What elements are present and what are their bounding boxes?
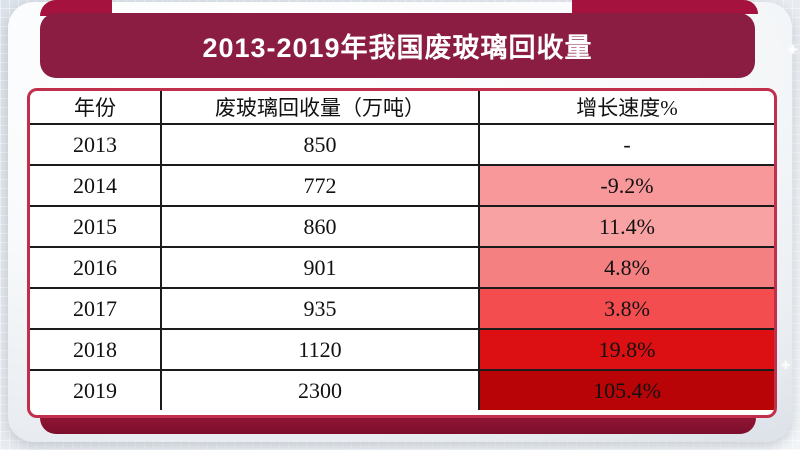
cell-volume: 850 xyxy=(160,123,480,166)
sparkle-icon: + xyxy=(781,357,791,374)
table-row: 2016 901 4.8% xyxy=(30,246,774,289)
table-row: 2019 2300 105.4% xyxy=(30,369,774,410)
cell-volume: 860 xyxy=(160,205,480,248)
page-title: 2013-2019年我国废玻璃回收量 xyxy=(202,33,593,63)
table-row: 2018 1120 19.8% xyxy=(30,328,774,371)
title-banner: 2013-2019年我国废玻璃回收量 xyxy=(40,13,755,78)
cell-growth: 105.4% xyxy=(478,369,774,410)
cell-volume: 2300 xyxy=(160,369,480,410)
cell-year: 2018 xyxy=(30,328,162,371)
col-header-volume: 废玻璃回收量（万吨） xyxy=(160,91,480,125)
cell-growth: 3.8% xyxy=(478,287,774,330)
cell-year: 2014 xyxy=(30,164,162,207)
cell-volume: 1120 xyxy=(160,328,480,371)
cell-growth: 4.8% xyxy=(478,246,774,289)
cell-year: 2015 xyxy=(30,205,162,248)
cell-year: 2016 xyxy=(30,246,162,289)
cell-volume: 935 xyxy=(160,287,480,330)
header-row: 年份 废玻璃回收量（万吨） 增长速度% xyxy=(30,91,774,125)
table-row: 2017 935 3.8% xyxy=(30,287,774,330)
data-table: 年份 废玻璃回收量（万吨） 增长速度% 2013 850 - 2014 772 … xyxy=(27,88,777,418)
cell-volume: 772 xyxy=(160,164,480,207)
cell-volume: 901 xyxy=(160,246,480,289)
banner-ribbon-left xyxy=(40,0,112,16)
cell-growth: 11.4% xyxy=(478,205,774,248)
col-header-year: 年份 xyxy=(30,91,162,125)
col-header-growth: 增长速度% xyxy=(478,91,774,125)
table-row: 2013 850 - xyxy=(30,123,774,166)
cell-year: 2017 xyxy=(30,287,162,330)
cell-growth: - xyxy=(478,123,774,166)
cell-year: 2013 xyxy=(30,123,162,166)
cell-year: 2019 xyxy=(30,369,162,410)
table-row: 2015 860 11.4% xyxy=(30,205,774,248)
cell-growth: 19.8% xyxy=(478,328,774,371)
table-body: 2013 850 - 2014 772 -9.2% 2015 860 11.4%… xyxy=(30,123,774,410)
recycling-table: 年份 废玻璃回收量（万吨） 增长速度% 2013 850 - 2014 772 … xyxy=(30,91,774,410)
cell-growth: -9.2% xyxy=(478,164,774,207)
table-row: 2014 772 -9.2% xyxy=(30,164,774,207)
banner-ribbon-right xyxy=(572,0,758,14)
sparkle-icon: + xyxy=(788,40,798,59)
